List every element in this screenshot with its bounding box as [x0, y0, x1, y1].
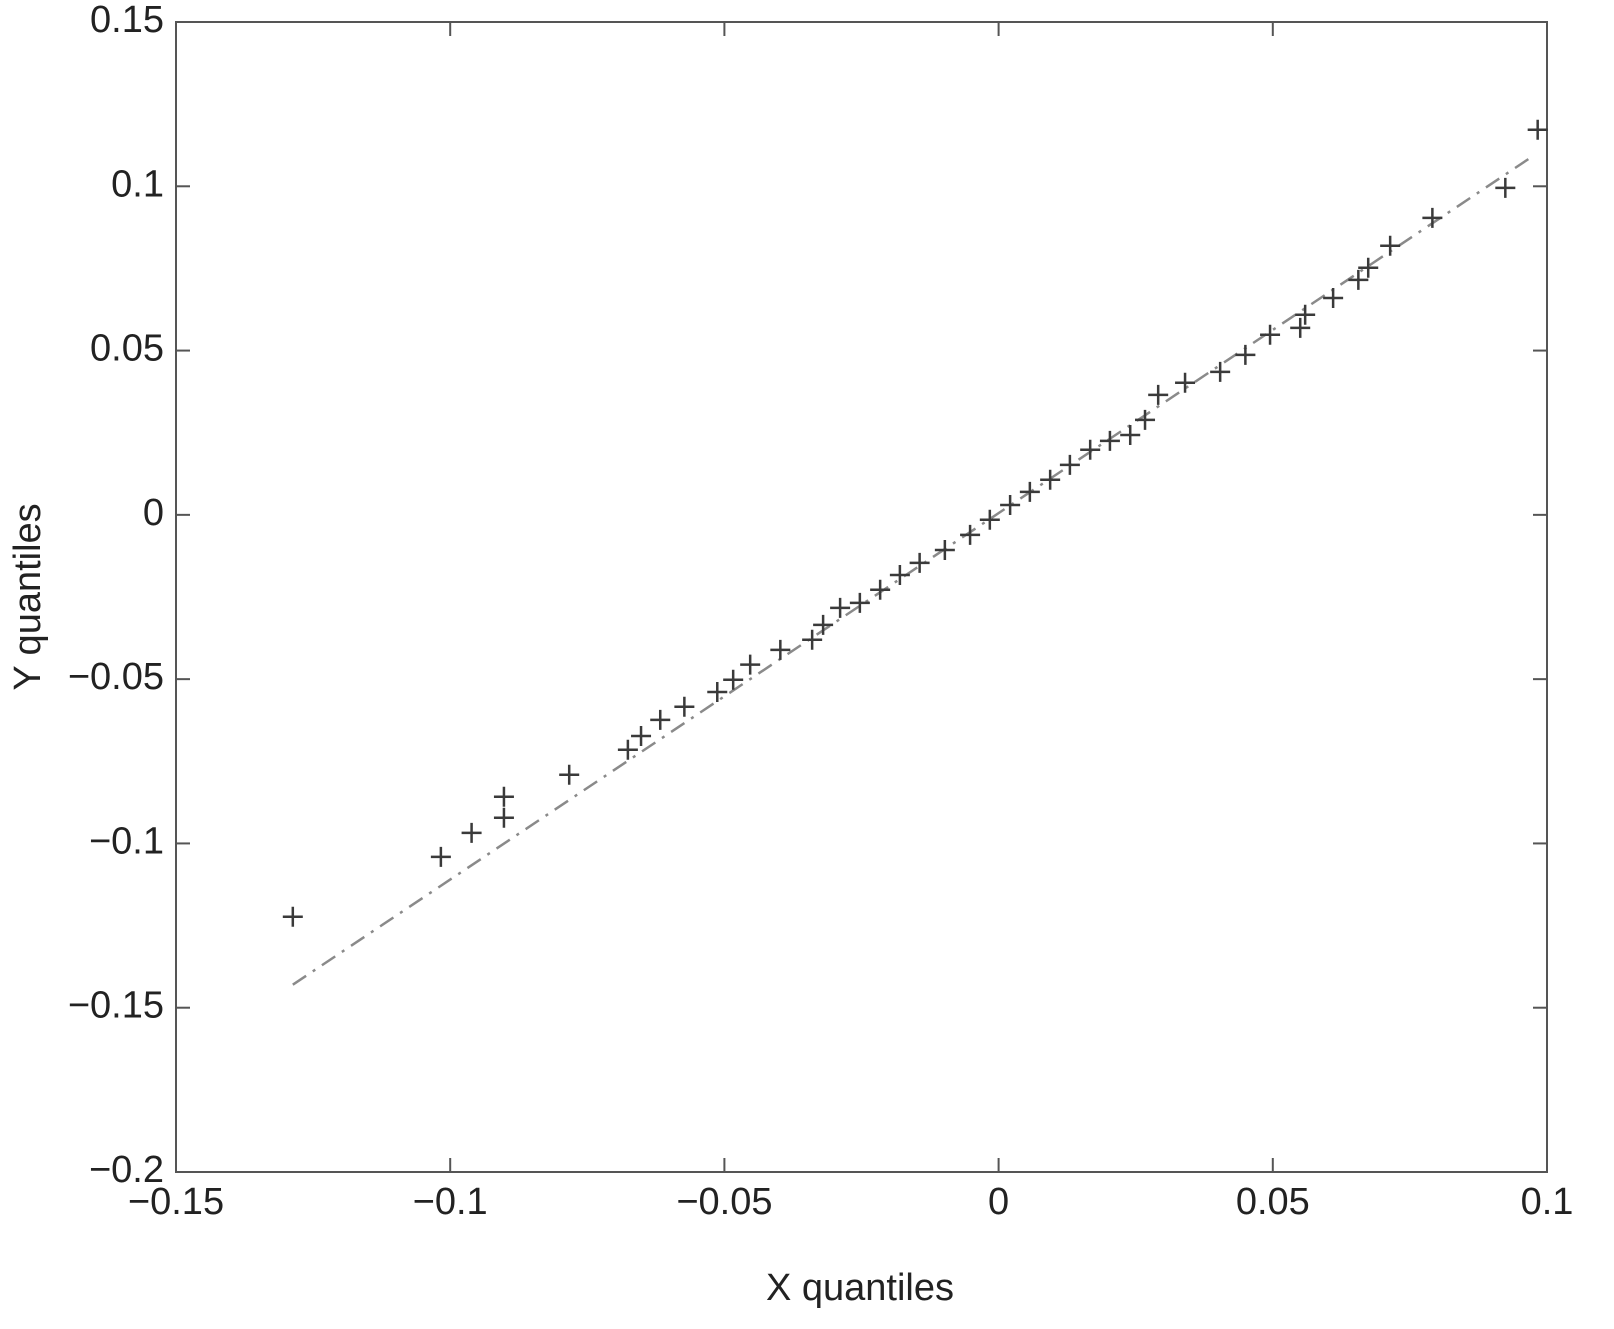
point — [631, 725, 652, 746]
point — [1148, 384, 1169, 405]
point — [1175, 372, 1196, 393]
point — [740, 654, 761, 675]
point — [1080, 439, 1101, 460]
point — [1120, 425, 1141, 446]
point — [1019, 481, 1040, 502]
x-tick-label: −0.15 — [128, 1181, 224, 1223]
point — [830, 597, 851, 618]
point — [493, 807, 514, 828]
reference-line — [292, 156, 1531, 986]
point — [802, 629, 823, 650]
point — [934, 540, 955, 561]
plot-frame — [175, 21, 1548, 1173]
x-tick-label: 0 — [988, 1181, 1009, 1223]
x-tick-label: 0.05 — [1236, 1181, 1310, 1223]
point — [1422, 207, 1443, 228]
y-tick-label: 0.15 — [90, 0, 164, 41]
point — [1290, 317, 1311, 338]
point — [870, 579, 891, 600]
y-tick-label: −0.1 — [89, 820, 164, 862]
point — [1495, 177, 1516, 198]
point — [1260, 324, 1281, 345]
point — [960, 524, 981, 545]
point — [813, 614, 834, 635]
point — [1040, 469, 1061, 490]
point — [1380, 235, 1401, 256]
y-tick-label: 0.05 — [90, 328, 164, 370]
point — [1099, 430, 1120, 451]
point — [889, 564, 910, 585]
y-tick-label: 0 — [143, 492, 164, 534]
x-tick-label: 0.1 — [1521, 1181, 1574, 1223]
point — [617, 739, 638, 760]
point — [1323, 288, 1344, 308]
point — [559, 764, 580, 785]
point — [979, 509, 1000, 530]
point — [849, 592, 870, 613]
point — [650, 709, 671, 730]
point — [1295, 304, 1316, 325]
y-tick-label: −0.15 — [68, 985, 164, 1027]
point — [1348, 269, 1369, 290]
point — [723, 669, 744, 690]
point — [1210, 361, 1231, 382]
point — [1358, 257, 1379, 278]
point — [1235, 344, 1256, 365]
y-axis-label: Y quantiles — [7, 503, 49, 690]
point — [770, 639, 791, 660]
x-axis-label: X quantiles — [766, 1267, 954, 1309]
y-tick-label: −0.05 — [68, 656, 164, 698]
point — [909, 552, 930, 573]
x-tick-label: −0.05 — [676, 1181, 772, 1223]
point — [1000, 495, 1021, 515]
point — [430, 846, 451, 867]
point — [493, 786, 514, 807]
point — [707, 681, 728, 702]
y-tick-label: −0.2 — [89, 1149, 164, 1191]
point — [461, 822, 482, 843]
x-tick-label: −0.1 — [413, 1181, 488, 1223]
point — [674, 696, 695, 717]
point — [1059, 454, 1080, 475]
point — [282, 906, 303, 927]
y-tick-label: 0.1 — [111, 163, 164, 205]
point — [1135, 409, 1156, 430]
point — [1527, 119, 1548, 140]
